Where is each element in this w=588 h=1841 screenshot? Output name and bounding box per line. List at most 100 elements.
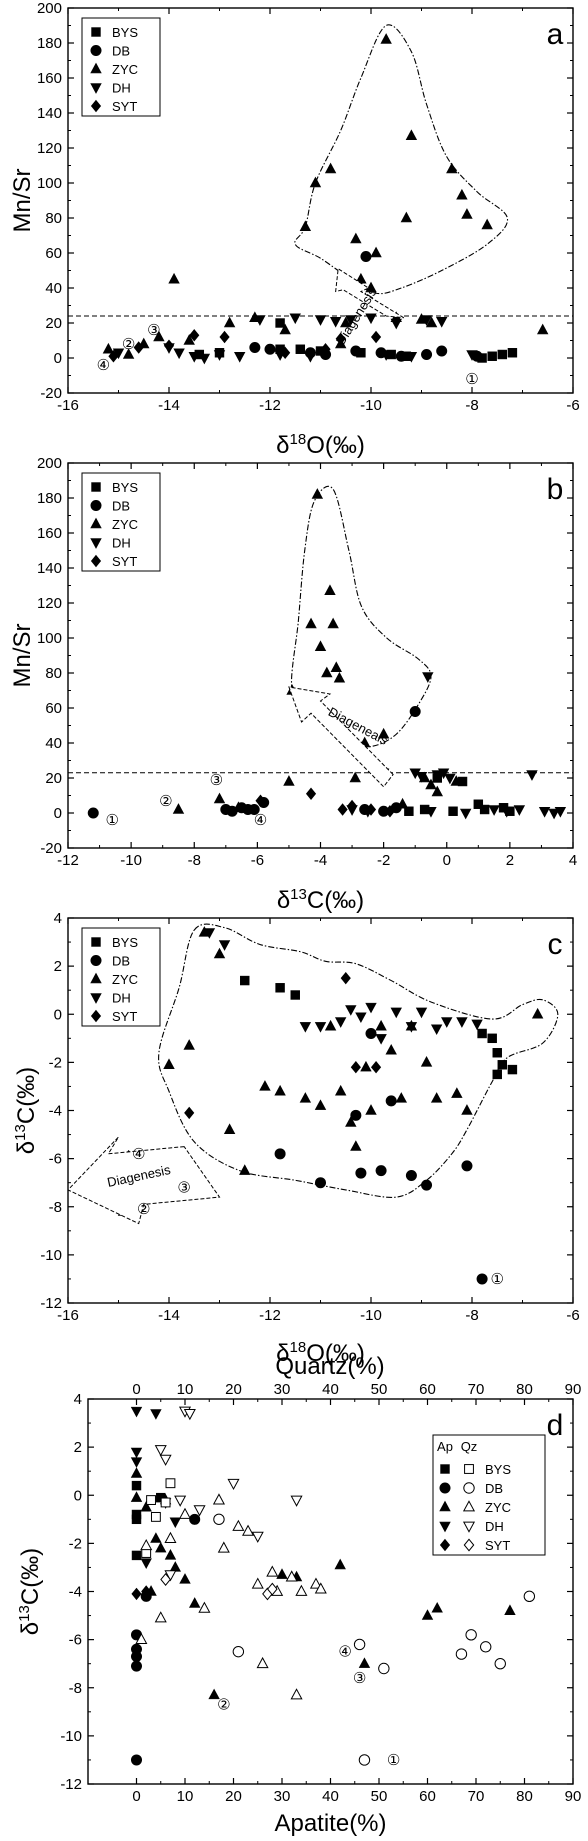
data-point-zyc xyxy=(425,778,437,790)
data-point-dh xyxy=(304,352,317,363)
data-point-zyc-qz xyxy=(290,1688,303,1700)
y-tick-label: 2 xyxy=(54,958,62,975)
data-point-syt xyxy=(184,1106,195,1120)
data-point-db-ap xyxy=(131,1650,143,1662)
data-point-dh-ap xyxy=(130,1406,143,1418)
legend-entry: DH xyxy=(485,1519,504,1534)
data-point-zyc xyxy=(396,797,409,809)
data-point-zyc xyxy=(430,1092,443,1103)
data-point-dh xyxy=(420,315,433,326)
data-point-zyc-ap xyxy=(431,1601,443,1613)
data-point-zyc xyxy=(334,1084,347,1096)
data-point-dh xyxy=(444,773,456,785)
legend-symbol xyxy=(90,499,102,511)
x-tick-label: -8 xyxy=(465,397,478,414)
data-point-zyc xyxy=(279,323,291,335)
data-point-dh xyxy=(233,352,246,363)
x2-tick-label: 80 xyxy=(516,1381,533,1398)
legend-entry: ZYC xyxy=(112,62,138,77)
data-point-zyc xyxy=(385,1043,397,1055)
data-point-dh-qz xyxy=(174,1495,187,1507)
data-point-zyc xyxy=(461,208,473,219)
data-point-dh xyxy=(471,1019,483,1031)
data-point-syt xyxy=(350,1060,361,1074)
data-point-dh xyxy=(526,770,538,781)
data-point-zyc xyxy=(122,348,135,359)
data-point-bys-qz xyxy=(150,1511,161,1522)
series-bys xyxy=(240,975,518,1080)
x2-tick-label: 70 xyxy=(468,1381,485,1398)
legend-symbol-ap xyxy=(439,1521,451,1533)
legend-symbol xyxy=(90,44,102,56)
data-point-zyc xyxy=(321,666,333,678)
data-point-bys-ap xyxy=(131,1514,142,1525)
data-point-dh xyxy=(345,315,357,326)
legend-symbol-ap xyxy=(439,1538,451,1552)
y-tick-label: 100 xyxy=(37,630,62,647)
data-point-zyc xyxy=(311,488,324,499)
x-tick-label: -8 xyxy=(188,852,201,869)
y-tick-label: -6 xyxy=(49,1151,62,1168)
legend-symbol xyxy=(90,99,102,113)
data-point-zyc xyxy=(365,1104,377,1115)
data-point-syt xyxy=(133,341,144,354)
data-point-db xyxy=(409,705,421,717)
data-point-syt xyxy=(337,803,348,816)
data-point-zyc xyxy=(375,1019,387,1031)
sample-marker-label: ④ xyxy=(97,357,110,374)
sample-marker-label: ① xyxy=(387,1752,400,1769)
sample-marker-label: ③ xyxy=(177,1180,190,1197)
y-tick-label: 180 xyxy=(37,35,62,52)
data-point-db xyxy=(264,343,276,355)
y-tick-label: 0 xyxy=(54,1006,62,1023)
data-point-dh xyxy=(415,1007,428,1019)
y-tick-label: 40 xyxy=(45,735,62,752)
sample-marker-label: ④ xyxy=(338,1644,351,1661)
data-point-zyc xyxy=(213,792,226,804)
legend-entry: DH xyxy=(112,991,131,1006)
plot-area xyxy=(130,1406,536,1766)
data-point-dh xyxy=(173,348,185,360)
data-point-db-qz xyxy=(523,1590,536,1603)
y-tick-label: 160 xyxy=(37,525,62,542)
data-point-dh xyxy=(538,807,551,818)
mid-axis-label: Quartz(%) xyxy=(275,1353,384,1380)
data-point-dh xyxy=(435,317,448,328)
legend-entry: DB xyxy=(112,954,130,969)
x-tick-label: -14 xyxy=(158,1307,180,1324)
x-tick-label: -4 xyxy=(314,852,327,869)
sample-marker-label: ① xyxy=(105,812,118,829)
data-point-dh xyxy=(289,313,301,325)
y-tick-label: -12 xyxy=(60,1776,82,1793)
data-point-zyc xyxy=(223,316,236,328)
x-tick-label: 80 xyxy=(516,1788,533,1805)
data-point-zyc xyxy=(395,1092,408,1103)
x-tick-label: -10 xyxy=(360,1307,382,1324)
legend-symbol xyxy=(90,83,102,94)
y-tick-label: 120 xyxy=(37,140,62,157)
data-point-bys xyxy=(492,1048,502,1058)
x-tick-label: 20 xyxy=(225,1788,242,1805)
data-point-db xyxy=(350,345,362,357)
data-point-dh xyxy=(365,313,377,325)
data-point-dh xyxy=(548,808,560,820)
legend-symbol-qz xyxy=(464,1464,474,1474)
x2-tick-label: 0 xyxy=(132,1381,140,1398)
data-point-zyc xyxy=(163,1058,175,1069)
sample-marker-label: ① xyxy=(465,371,478,388)
data-point-dh xyxy=(437,768,450,780)
data-point-db-qz xyxy=(358,1754,371,1766)
legend-symbol-qz xyxy=(463,1482,475,1494)
data-point-zyc-qz xyxy=(251,1577,264,1589)
data-point-dh-ap xyxy=(130,1447,143,1459)
data-point-dh xyxy=(334,1017,347,1028)
data-point-bys-ap xyxy=(131,1480,142,1491)
data-point-zyc xyxy=(400,211,413,223)
legend-symbol xyxy=(90,972,102,984)
data-point-bys xyxy=(295,344,306,354)
data-point-zyc-ap xyxy=(276,1568,288,1579)
data-point-dh xyxy=(415,772,428,783)
data-point-dh xyxy=(198,353,211,365)
y-tick-label: 2 xyxy=(74,1439,82,1456)
